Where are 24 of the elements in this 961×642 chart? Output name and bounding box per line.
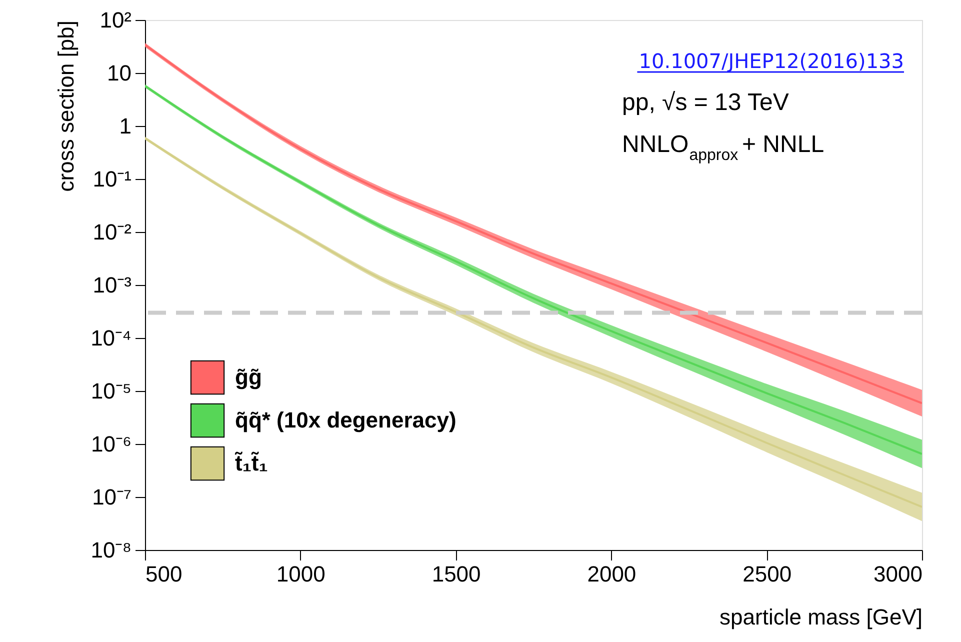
annotation: 10.1007/JHEP12(2016)133 — [638, 49, 904, 73]
x-tick-label: 1000 — [276, 562, 326, 586]
x-tick-label: 3000 — [874, 562, 922, 586]
y-tick-label: 10⁻⁴ — [90, 326, 132, 350]
y-tick-label: 10⁻⁸ — [90, 538, 132, 562]
y-tick-label: 10⁻⁶ — [90, 432, 132, 456]
annotation: pp, √s = 13 TeV — [622, 89, 789, 116]
x-axis-title: sparticle mass [GeV] — [720, 604, 922, 630]
x-tick-label: 1500 — [432, 562, 481, 586]
x-tick-label: 500 — [146, 562, 182, 586]
y-axis-title: cross section [pb] — [54, 20, 79, 192]
legend-label: q̃q̃* (10x degeneracy) — [235, 408, 456, 432]
x-tick-label: 2000 — [587, 562, 636, 586]
y-tick-label: 10² — [100, 8, 132, 32]
legend-label: t̃₁t̃₁ — [234, 450, 268, 476]
y-tick-label: 10 — [107, 60, 132, 86]
x-tick-label: 2500 — [742, 562, 792, 586]
y-tick-label: 10⁻⁷ — [92, 484, 132, 510]
y-tick-label: 1 — [119, 114, 132, 138]
y-tick-label: 10⁻¹ — [92, 166, 132, 192]
y-tick-label: 10⁻² — [92, 220, 132, 244]
y-tick-label: 10⁻⁵ — [90, 378, 132, 404]
y-tick-label: 10⁻³ — [92, 272, 132, 298]
legend-label: g̃g̃ — [235, 364, 262, 390]
